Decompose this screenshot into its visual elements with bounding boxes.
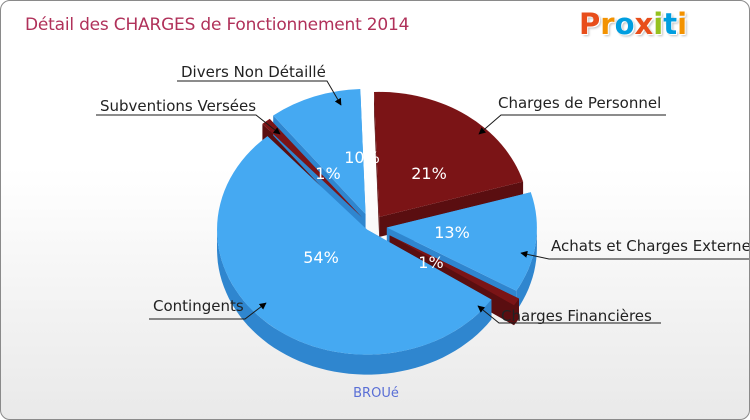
slice-side bbox=[516, 227, 537, 311]
logo-letter: i bbox=[653, 7, 664, 41]
slice-divers-non-d-taill- bbox=[273, 89, 366, 214]
percent-label: 1% bbox=[418, 253, 443, 272]
slice-charges-de-personnel bbox=[374, 91, 524, 217]
percent-label: 54% bbox=[303, 248, 339, 267]
callouts: Charges de Personnel Achats et Charges Ex… bbox=[96, 63, 749, 325]
slice-label: Contingents bbox=[153, 297, 244, 315]
percent-labels: 21%13%1%54%1%10% bbox=[303, 148, 470, 272]
slice-label: Divers Non Détaillé bbox=[181, 63, 326, 81]
slice-contingents bbox=[217, 136, 492, 355]
logo-letter: i bbox=[677, 7, 688, 41]
slice-side bbox=[217, 230, 492, 375]
percent-label: 21% bbox=[411, 164, 447, 183]
slice-achats-et-charges-externes bbox=[386, 192, 537, 291]
logo-letter: t bbox=[663, 7, 678, 41]
slice-label: Charges de Personnel bbox=[498, 94, 661, 112]
slice-charges-financi-res bbox=[389, 235, 519, 306]
logo-letter: r bbox=[600, 7, 615, 41]
pie-tops bbox=[217, 89, 537, 355]
leader-line bbox=[177, 80, 342, 106]
percent-label: 13% bbox=[434, 223, 470, 242]
percent-label: 10% bbox=[344, 148, 380, 167]
logo-letter: x bbox=[634, 7, 654, 41]
slice-label: Achats et Charges Externes bbox=[551, 237, 749, 255]
percent-label: 1% bbox=[315, 164, 340, 183]
logo-letter: P bbox=[579, 7, 601, 41]
leader-line bbox=[477, 305, 661, 324]
chart-title: Détail des CHARGES de Fonctionnement 201… bbox=[25, 15, 410, 35]
slice-label: Charges Financières bbox=[501, 307, 652, 325]
slice-subventions-vers-es bbox=[262, 118, 363, 218]
slice-label: Subventions Versées bbox=[100, 97, 256, 115]
leader-line bbox=[478, 114, 666, 135]
proxiti-logo[interactable]: Proxiti bbox=[579, 7, 687, 41]
leader-line bbox=[96, 114, 281, 135]
slice-cut-face bbox=[374, 92, 380, 237]
leader-line bbox=[149, 302, 267, 320]
leader-line bbox=[520, 250, 749, 260]
commune-name: BROUé bbox=[353, 386, 399, 401]
logo-letter: o bbox=[614, 7, 635, 41]
